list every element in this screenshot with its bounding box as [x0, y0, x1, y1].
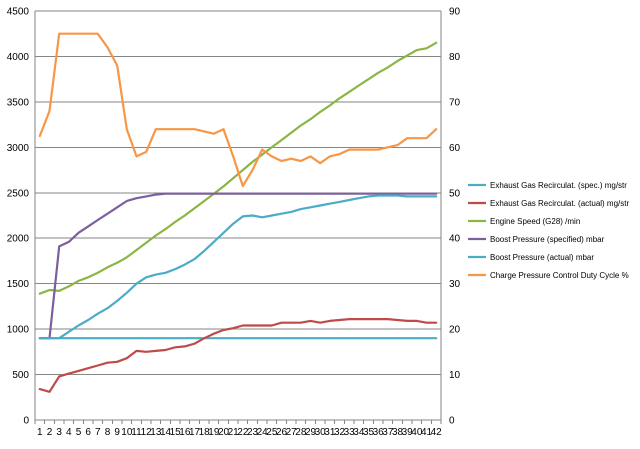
legend-label-5: Boost Pressure (actual) mbar: [490, 253, 594, 262]
y-right-tick-label: 50: [449, 188, 461, 199]
legend-label-2: Exhaust Gas Recirculat. (actual) mg/str: [490, 199, 629, 208]
y-left-tick-label: 2000: [7, 234, 30, 245]
x-tick-label: 15: [170, 427, 182, 438]
x-tick-label: 2: [47, 427, 53, 438]
y-left-tick-label: 3500: [7, 97, 30, 108]
y-right-tick-label: 10: [449, 370, 461, 381]
x-tick-label: 38: [392, 427, 404, 438]
x-tick-label: 6: [85, 427, 91, 438]
series-line-2: [38, 318, 438, 393]
x-tick-label: 18: [199, 427, 211, 438]
legend-label-4: Boost Pressure (specified) mbar: [490, 235, 605, 244]
y-left-tick-label: 1000: [7, 325, 30, 336]
y-right-tick-label: 30: [449, 279, 461, 290]
y-left-tick-label: 3000: [7, 143, 30, 154]
y-right-tick-label: 60: [449, 143, 461, 154]
x-tick-label: 41: [421, 427, 433, 438]
y-right-tick-label: 20: [449, 325, 461, 336]
series-line-6: [38, 32, 438, 188]
x-tick-label: 24: [257, 427, 269, 438]
x-tick-label: 11: [131, 427, 142, 438]
y-left-tick-label: 4000: [7, 52, 30, 63]
x-tick-label: 29: [305, 427, 317, 438]
x-tick-label: 23: [247, 427, 259, 438]
series-line-4: [38, 192, 438, 340]
x-tick-label: 26: [276, 427, 288, 438]
legend-label-3: Engine Speed (G28) /min: [490, 217, 580, 226]
x-tick-label: 25: [266, 427, 278, 438]
x-tick-label: 20: [218, 427, 230, 438]
x-tick-label: 37: [382, 427, 394, 438]
x-tick-label: 30: [315, 427, 327, 438]
y-right-tick-label: 90: [449, 7, 461, 18]
y-left-tick-label: 1500: [7, 279, 30, 290]
legend-label-6: Charge Pressure Control Duty Cycle %: [490, 271, 629, 280]
y-left-tick-label: 4500: [7, 7, 30, 18]
x-tick-label: 42: [431, 427, 443, 438]
y-left-tick-label: 0: [23, 416, 29, 427]
x-tick-label: 28: [295, 427, 307, 438]
x-tick-label: 31: [324, 427, 336, 438]
x-tick-label: 16: [179, 427, 191, 438]
x-tick-label: 36: [373, 427, 385, 438]
x-tick-label: 35: [363, 427, 375, 438]
x-tick-label: 5: [76, 427, 82, 438]
y-right-tick-label: 70: [449, 97, 461, 108]
x-tick-label: 17: [189, 427, 201, 438]
x-tick-label: 4: [66, 427, 72, 438]
y-right-tick-label: 40: [449, 234, 461, 245]
x-tick-label: 9: [114, 427, 120, 438]
x-tick-label: 14: [160, 427, 172, 438]
x-tick-label: 10: [121, 427, 133, 438]
series-line-5: [38, 194, 438, 340]
x-tick-label: 34: [353, 427, 365, 438]
x-tick-label: 7: [95, 427, 101, 438]
y-right-tick-label: 0: [449, 416, 455, 427]
legend-label-1: Exhaust Gas Recirculat. (spec.) mg/str: [490, 181, 627, 190]
x-tick-label: 19: [208, 427, 220, 438]
y-left-tick-label: 2500: [7, 188, 30, 199]
y-left-tick-label: 500: [12, 370, 29, 381]
y-right-tick-label: 80: [449, 52, 461, 63]
x-tick-label: 3: [56, 427, 62, 438]
x-tick-label: 8: [105, 427, 111, 438]
x-tick-label: 21: [228, 427, 240, 438]
x-tick-label: 40: [411, 427, 423, 438]
x-tick-label: 33: [344, 427, 356, 438]
x-tick-label: 27: [286, 427, 298, 438]
x-tick-label: 39: [402, 427, 414, 438]
x-tick-label: 13: [150, 427, 162, 438]
x-tick-label: 12: [141, 427, 153, 438]
x-tick-label: 22: [237, 427, 249, 438]
x-tick-label: 32: [334, 427, 346, 438]
x-tick-label: 1: [37, 427, 43, 438]
